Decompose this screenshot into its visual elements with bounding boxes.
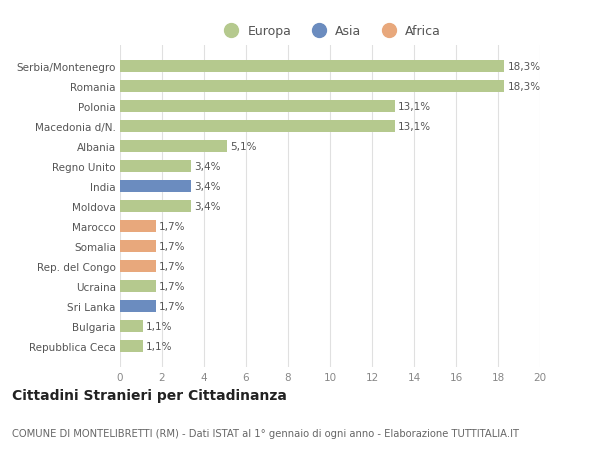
Text: 1,7%: 1,7%	[159, 222, 185, 231]
Bar	[120, 320, 143, 333]
Text: 3,4%: 3,4%	[194, 182, 221, 191]
Text: 3,4%: 3,4%	[194, 202, 221, 212]
Text: 18,3%: 18,3%	[508, 82, 541, 91]
Text: 18,3%: 18,3%	[508, 62, 541, 72]
Bar	[120, 80, 504, 93]
Bar	[120, 61, 504, 73]
Text: 13,1%: 13,1%	[398, 122, 431, 132]
Bar	[120, 261, 156, 273]
Bar	[120, 241, 156, 252]
Bar	[120, 221, 156, 233]
Text: 1,7%: 1,7%	[159, 262, 185, 272]
Bar	[120, 180, 191, 192]
Bar	[120, 161, 191, 173]
Text: 1,7%: 1,7%	[159, 241, 185, 252]
Bar	[120, 140, 227, 152]
Text: Cittadini Stranieri per Cittadinanza: Cittadini Stranieri per Cittadinanza	[12, 388, 287, 403]
Text: 5,1%: 5,1%	[230, 141, 257, 151]
Bar	[120, 280, 156, 292]
Bar	[120, 201, 191, 213]
Text: 1,1%: 1,1%	[146, 322, 173, 331]
Text: 13,1%: 13,1%	[398, 101, 431, 112]
Bar	[120, 341, 143, 353]
Text: 1,7%: 1,7%	[159, 302, 185, 312]
Text: COMUNE DI MONTELIBRETTI (RM) - Dati ISTAT al 1° gennaio di ogni anno - Elaborazi: COMUNE DI MONTELIBRETTI (RM) - Dati ISTA…	[12, 428, 519, 438]
Bar	[120, 121, 395, 133]
Text: 3,4%: 3,4%	[194, 162, 221, 172]
Legend: Europa, Asia, Africa: Europa, Asia, Africa	[214, 20, 446, 43]
Bar	[120, 301, 156, 313]
Bar	[120, 101, 395, 112]
Text: 1,1%: 1,1%	[146, 341, 173, 352]
Text: 1,7%: 1,7%	[159, 281, 185, 291]
